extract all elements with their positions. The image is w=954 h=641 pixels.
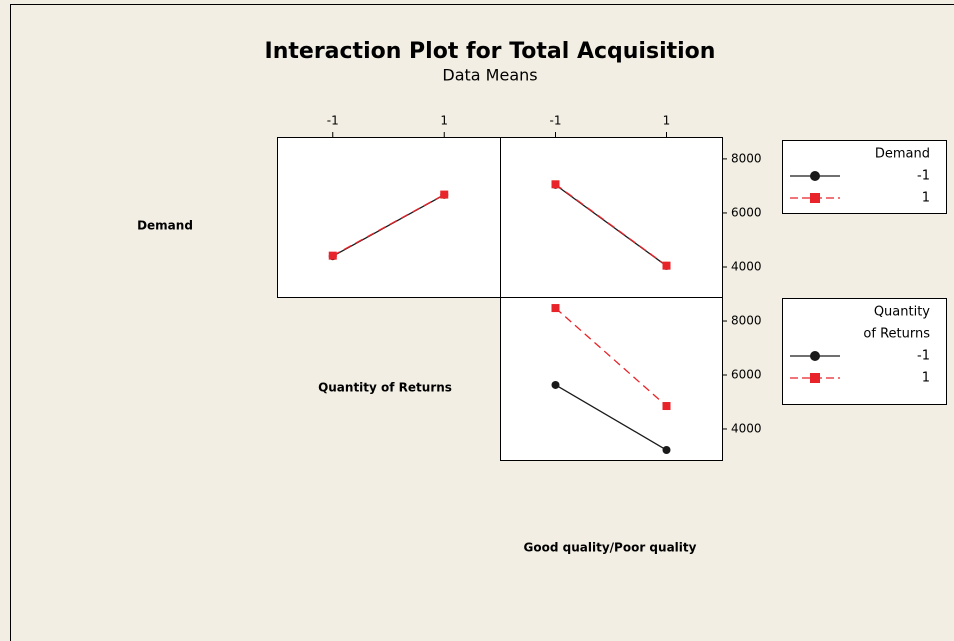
panel	[277, 137, 501, 298]
x-tick-label: -1	[327, 114, 339, 128]
legend-box	[782, 298, 947, 405]
series-line	[332, 193, 445, 257]
marker	[662, 261, 671, 270]
chart-subtitle: Data Means	[442, 66, 537, 85]
x-tick-label: 1	[440, 114, 448, 128]
row-label: Quantity of Returns	[318, 381, 452, 395]
marker	[551, 180, 560, 189]
series-line	[555, 183, 667, 267]
marker	[328, 251, 337, 260]
series-line	[555, 307, 667, 407]
legend-title: of Returns	[863, 327, 930, 342]
marker	[551, 304, 560, 313]
legend-title: Demand	[875, 147, 930, 162]
legend-marker	[810, 351, 820, 361]
chart-title: Interaction Plot for Total Acquisition	[265, 39, 716, 64]
y-tick-label: 4000	[731, 260, 762, 274]
y-tick-label: 4000	[731, 421, 762, 435]
y-tick-label: 8000	[731, 151, 762, 165]
row-label: Demand	[137, 219, 193, 233]
legend-marker	[810, 373, 820, 383]
legend-label: -1	[917, 349, 930, 364]
y-tick-label: 6000	[731, 205, 762, 219]
series-line	[555, 384, 667, 451]
x-tick-label: 1	[663, 114, 671, 128]
legend-title: Quantity	[874, 305, 930, 320]
panel	[500, 297, 723, 461]
marker	[662, 402, 671, 411]
column-label: Good quality/Poor quality	[524, 541, 697, 555]
marker	[440, 190, 449, 199]
panel	[500, 137, 723, 298]
legend-label: 1	[922, 371, 930, 386]
legend-label: -1	[917, 169, 930, 184]
x-tick-label: -1	[550, 114, 562, 128]
legend-marker	[810, 171, 820, 181]
y-tick-label: 8000	[731, 314, 762, 328]
legend-label: 1	[922, 191, 930, 206]
marker	[551, 380, 560, 389]
marker	[662, 446, 671, 455]
y-tick-label: 6000	[731, 367, 762, 381]
legend-marker	[810, 193, 820, 203]
legend-box	[782, 140, 947, 214]
